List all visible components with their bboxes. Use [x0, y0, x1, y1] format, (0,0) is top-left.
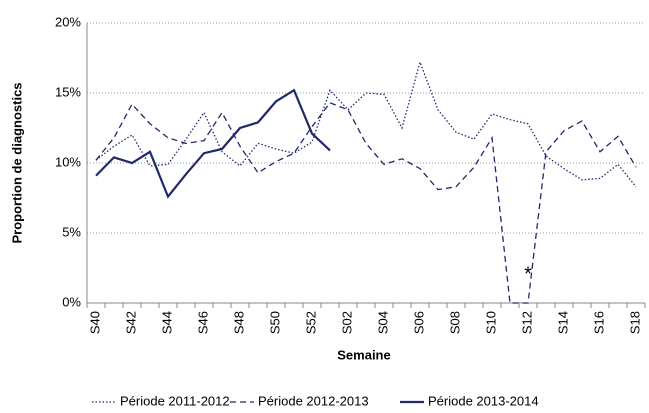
x-tick-label: S12	[519, 311, 534, 334]
x-tick-label: S14	[555, 311, 570, 334]
legend-label: Période 2013-2014	[428, 393, 539, 408]
x-tick-label: S50	[267, 311, 282, 334]
legend-label: Période 2012-2013	[258, 393, 369, 408]
y-tick-label: 0%	[62, 294, 81, 309]
y-tick-label: 10%	[55, 154, 81, 169]
series-line	[95, 88, 331, 199]
x-tick-label: S02	[339, 311, 354, 334]
x-tick-label: S10	[483, 311, 498, 334]
y-tick-label: 15%	[55, 84, 81, 99]
series-line	[95, 60, 637, 188]
x-tick-label: S04	[375, 311, 390, 334]
x-tick-label: S48	[231, 311, 246, 334]
y-axis-title: Proportion de diagnostics	[9, 82, 24, 243]
x-tick-label: S18	[627, 311, 642, 334]
x-tick-label: S16	[591, 311, 606, 334]
annotation: *	[524, 263, 532, 285]
x-axis-title: Semaine	[337, 347, 390, 362]
x-tick-label: S40	[87, 311, 102, 334]
x-tick-label: S42	[123, 311, 138, 334]
y-tick-label: 20%	[55, 14, 81, 29]
y-tick-label: 5%	[62, 224, 81, 239]
x-tick-label: S08	[447, 311, 462, 334]
legend-label: Période 2011-2012	[120, 393, 230, 408]
x-tick-label: S44	[159, 311, 174, 334]
series-line	[95, 102, 637, 304]
x-tick-label: S06	[411, 311, 426, 334]
x-tick-label: S46	[195, 311, 210, 334]
x-tick-label: S52	[303, 311, 318, 334]
